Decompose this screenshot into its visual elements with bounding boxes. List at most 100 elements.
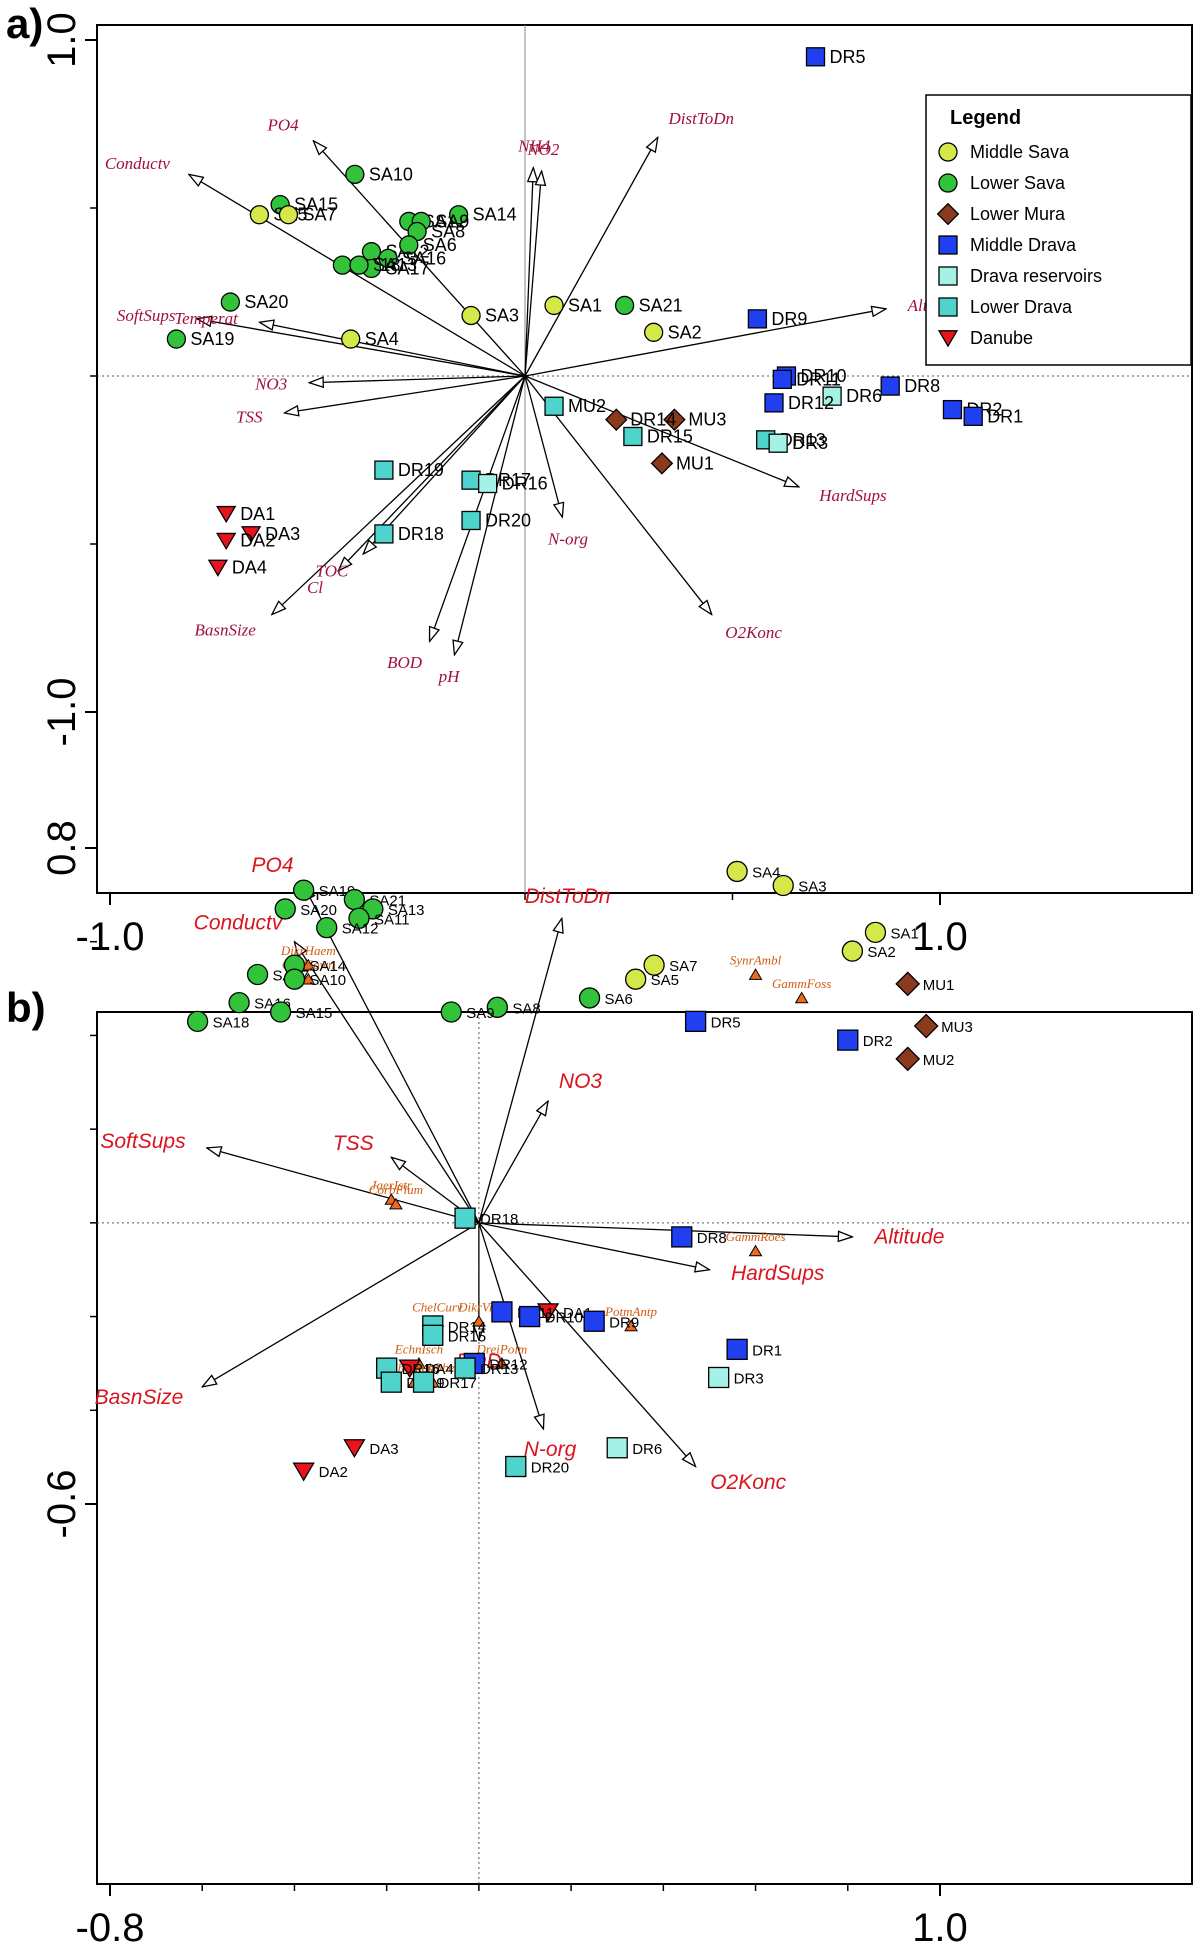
site-label-sa10: SA10 [369, 164, 413, 184]
y-tick-label: -1.0 [40, 678, 84, 747]
env-vector-disttodn [478, 918, 562, 1224]
env-vector-temperat [259, 322, 526, 377]
site-point-da1 [536, 1303, 560, 1323]
env-vector-po4 [304, 885, 480, 1224]
site-label-dr13: DR13 [780, 430, 826, 450]
site-point-sa18 [332, 255, 353, 275]
site-point-sa1 [864, 921, 887, 943]
site-label-sa9: SA9 [435, 211, 469, 231]
site-point-sa17 [246, 963, 269, 986]
site-label-sa4: SA4 [752, 864, 780, 881]
env-label-tss: TSS [333, 1132, 374, 1155]
site-label-da2: DA2 [319, 1464, 348, 1481]
species-label-dikrhaem: DikrHaem [280, 943, 336, 958]
species-label-corbflum: CorbFlum [369, 1182, 423, 1197]
species-point-chelsown [301, 972, 316, 985]
env-vector-no3 [478, 1101, 548, 1224]
site-point-mu3 [663, 408, 686, 431]
site-point-dr6 [606, 1437, 628, 1459]
site-label-sa11: SA11 [374, 911, 410, 928]
species-point-dikrhaem [301, 958, 316, 971]
env-label-basnsize: BasnSize [194, 621, 256, 640]
site-label-da3: DA3 [265, 524, 300, 544]
site-label-sa1: SA1 [568, 295, 602, 315]
species-label-jaeristr: JaerIstr [371, 1177, 413, 1192]
env-vector-bod [430, 375, 526, 641]
site-label-dr10: DR10 [800, 366, 846, 386]
x-tick-label: 1.0 [912, 915, 968, 959]
env-vector-conductv [294, 942, 480, 1224]
site-point-dr1 [963, 406, 983, 426]
site-label-sa17: SA17 [385, 258, 429, 278]
site-label-sa10: SA10 [309, 972, 346, 989]
site-point-dr10 [518, 1305, 541, 1328]
site-point-dr17 [461, 470, 481, 490]
site-label-sa6: SA6 [423, 235, 457, 255]
site-label-sa15: SA15 [294, 195, 338, 215]
site-label-dr18: DR18 [398, 524, 444, 544]
env-label-ph: pH [438, 667, 462, 686]
species-point-gammfoss [794, 991, 809, 1004]
env-vector-hardsups [524, 375, 799, 487]
env-vector-softsups [207, 1148, 480, 1224]
site-label-sa7: SA7 [669, 958, 697, 975]
site-point-sa8 [486, 996, 508, 1018]
site-point-dr20 [461, 510, 481, 531]
site-point-dr8 [880, 376, 900, 396]
site-point-da4 [398, 1359, 421, 1379]
site-point-dr15 [422, 1324, 444, 1346]
legend-label-drava-reservoirs: Drava reservoirs [970, 266, 1102, 286]
env-vector-no2 [524, 171, 542, 377]
env-label-o2konc: O2Konc [710, 1471, 786, 1494]
site-label-dr3: DR3 [792, 433, 828, 453]
env-label-toc: TOC [316, 561, 349, 580]
site-point-da3 [343, 1439, 366, 1459]
env-label-disttodn: DistToDn [525, 885, 611, 908]
legend-label-middle-drava: Middle Drava [970, 235, 1077, 255]
species-label-dreipolm: DreiPolm [476, 1341, 528, 1356]
site-label-dr18: DR18 [480, 1211, 518, 1228]
site-point-sa5 [249, 205, 270, 225]
species-label-obesobes: ObesObes [406, 1360, 459, 1375]
site-label-sa7: SA7 [302, 205, 336, 225]
env-vector-ph [454, 375, 526, 655]
legend-marker-danube [937, 330, 959, 348]
site-point-sa5 [625, 968, 647, 990]
site-label-mu2: MU2 [923, 1052, 955, 1069]
site-point-dr18 [454, 1207, 476, 1229]
env-label-po4: PO4 [266, 115, 299, 134]
species-label-chelcurv: ChelCurv [412, 1299, 463, 1314]
site-point-dr20 [505, 1455, 527, 1478]
env-vector-n-org [478, 1222, 544, 1429]
site-point-mu1 [895, 971, 921, 997]
legend-label-lower-drava: Lower Drava [970, 297, 1073, 317]
site-point-sa20 [274, 898, 296, 920]
species-label-gammfoss: GammFoss [772, 976, 831, 991]
env-label-hardsups: HardSups [731, 1262, 825, 1285]
species-point-dikrvill [472, 1314, 486, 1327]
site-label-sa19: SA19 [190, 329, 234, 349]
site-label-dr10: DR10 [545, 1310, 583, 1327]
site-label-mu3: MU3 [941, 1019, 973, 1036]
site-label-dr6: DR6 [632, 1441, 662, 1458]
legend-marker-drava-reservoirs [938, 266, 958, 286]
env-label-no3: NO3 [254, 374, 287, 393]
env-vector-hardsups [478, 1222, 710, 1270]
env-label-cl: Cl [307, 578, 323, 597]
legend-marker-lower-mura [936, 202, 960, 226]
env-label-tss: TSS [236, 407, 263, 426]
env-label-n-org: N-org [547, 529, 588, 548]
site-label-dr8: DR8 [904, 376, 940, 396]
site-point-mu2 [895, 1046, 921, 1072]
site-label-da2: DA2 [240, 531, 275, 551]
legend-marker-middle-drava [938, 235, 958, 255]
env-label-basnsize: BasnSize [95, 1386, 184, 1409]
site-point-dr5 [805, 47, 826, 67]
site-point-sa2 [841, 940, 864, 962]
site-label-mu2: MU2 [568, 396, 606, 416]
site-point-dr13 [454, 1357, 476, 1379]
env-vector-altitude [478, 1222, 853, 1237]
site-label-dr17: DR17 [439, 1375, 477, 1392]
env-label-no3: NO3 [559, 1070, 603, 1093]
